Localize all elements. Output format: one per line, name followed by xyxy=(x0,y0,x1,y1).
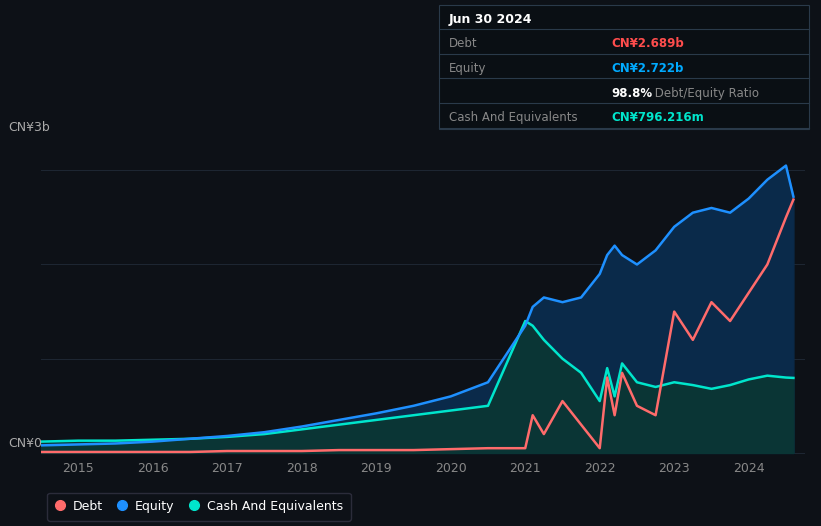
Legend: Debt, Equity, Cash And Equivalents: Debt, Equity, Cash And Equivalents xyxy=(48,493,351,521)
Text: CN¥2.722b: CN¥2.722b xyxy=(612,62,684,75)
Text: Cash And Equivalents: Cash And Equivalents xyxy=(449,112,578,125)
Text: Debt/Equity Ratio: Debt/Equity Ratio xyxy=(651,87,759,100)
Text: Debt: Debt xyxy=(449,37,478,50)
Text: CN¥796.216m: CN¥796.216m xyxy=(612,112,704,125)
Text: 98.8%: 98.8% xyxy=(612,87,653,100)
Text: CN¥0: CN¥0 xyxy=(8,437,42,450)
Text: CN¥2.689b: CN¥2.689b xyxy=(612,37,685,50)
Text: Jun 30 2024: Jun 30 2024 xyxy=(449,14,533,26)
Text: CN¥3b: CN¥3b xyxy=(8,121,50,134)
Text: Equity: Equity xyxy=(449,62,487,75)
